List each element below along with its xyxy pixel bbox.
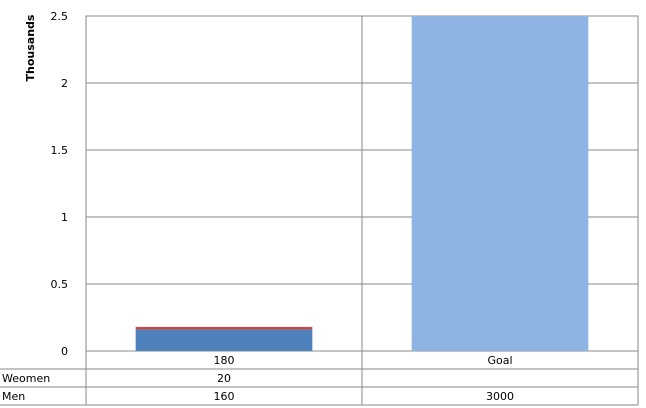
- bars: [135, 16, 589, 351]
- data-table: 180 Goal Weomen 20 Men 160 3000: [0, 351, 639, 406]
- y-axis-label: Thousands: [24, 14, 37, 81]
- y-tick-label: 2.5: [51, 10, 69, 23]
- table-row-label: Weomen: [2, 372, 50, 385]
- gridlines: [85, 15, 639, 352]
- table-cell: 20: [217, 372, 231, 385]
- bar-weomen-0: [135, 326, 313, 330]
- table-cell: 160: [214, 390, 235, 403]
- x-category-label: 180: [214, 354, 235, 367]
- y-tick-label: 0.5: [51, 278, 69, 291]
- y-tick-labels: 0 0.5 1 1.5 2 2.5: [51, 10, 69, 358]
- bar-men-1: [411, 16, 589, 351]
- y-tick-label: 0: [61, 345, 68, 358]
- table-row-label: Men: [2, 390, 25, 403]
- y-tick-label: 1: [61, 211, 68, 224]
- x-category-label: Goal: [487, 354, 512, 367]
- y-tick-label: 2: [61, 77, 68, 90]
- bar-men-0: [135, 329, 313, 351]
- table-cell: 3000: [486, 390, 514, 403]
- y-tick-label: 1.5: [51, 144, 69, 157]
